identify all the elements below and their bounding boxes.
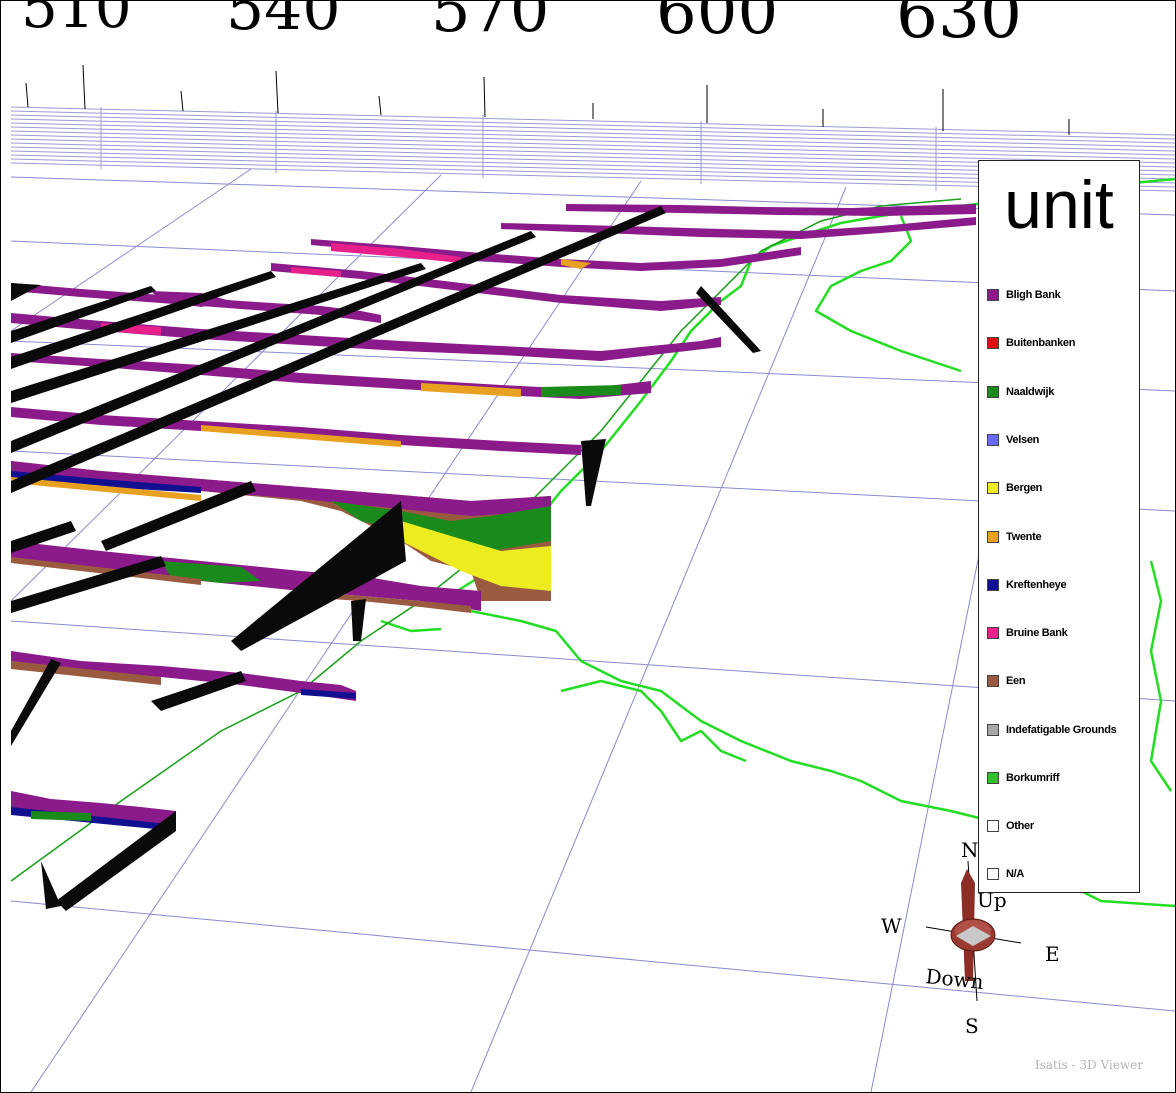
legend-swatch	[987, 386, 999, 398]
legend-swatch	[987, 627, 999, 639]
legend-item-naaldwijk: Naaldwijk	[987, 385, 1054, 399]
watermark: Isatis - 3D Viewer	[1034, 1058, 1143, 1072]
orientation-compass[interactable]: N Up W E Down S	[881, 838, 1060, 1038]
legend-item-na: N/A	[987, 867, 1024, 881]
legend-swatch	[987, 675, 999, 687]
legend-item-een: Een	[987, 674, 1026, 688]
compass-north: N	[961, 838, 979, 862]
legend-item-label: Bruine Bank	[1006, 627, 1068, 639]
x-axis-label: 600	[656, 1, 778, 49]
legend-swatch	[987, 434, 999, 446]
compass-east: E	[1045, 942, 1060, 966]
legend-item-label: Velsen	[1006, 434, 1040, 446]
legend-item-label: Kreftenheye	[1006, 579, 1067, 591]
axis-ticks	[25, 64, 1070, 135]
x-axis-label: 540	[226, 1, 341, 44]
legend-item-twente: Twente	[987, 530, 1042, 544]
legend-item-label: Buitenbanken	[1006, 337, 1076, 349]
legend-title: unit	[1004, 167, 1114, 243]
legend-swatch	[987, 772, 999, 784]
legend-item-velsen: Velsen	[987, 433, 1039, 447]
back-wall-verticals	[100, 107, 937, 191]
x-axis-label: 630	[896, 1, 1022, 53]
legend-swatch	[987, 337, 999, 349]
legend-item-label: N/A	[1006, 868, 1025, 880]
legend-item-label: Een	[1006, 675, 1026, 687]
legend-swatch	[987, 531, 999, 543]
cross-sections	[11, 204, 976, 831]
unit-legend: unit Bligh Bank Buitenbanken Naaldwijk V…	[978, 160, 1140, 893]
legend-item-bligh-bank: Bligh Bank	[987, 288, 1061, 302]
legend-item-label: Naaldwijk	[1006, 386, 1055, 398]
legend-item-label: Twente	[1006, 531, 1042, 543]
legend-item-label: Indefatigable Grounds	[1006, 724, 1117, 736]
legend-item-bruine-bank: Bruine Bank	[987, 626, 1068, 640]
legend-swatch	[987, 868, 999, 880]
vertical-sections	[11, 206, 761, 911]
legend-item-label: Borkumriff	[1006, 772, 1060, 784]
legend-item-bergen: Bergen	[987, 481, 1042, 495]
compass-south: S	[965, 1014, 979, 1038]
legend-swatch	[987, 820, 999, 832]
legend-swatch	[987, 579, 999, 591]
x-axis-label: 510	[21, 1, 132, 41]
legend-item-label: Bligh Bank	[1006, 289, 1061, 301]
legend-item-borkumriff: Borkumriff	[987, 771, 1060, 785]
legend-swatch	[987, 482, 999, 494]
legend-item-kreftenheye: Kreftenheye	[987, 578, 1067, 592]
compass-west: W	[881, 914, 902, 938]
legend-item-other: Other	[987, 819, 1034, 833]
survey-line	[10, 198, 962, 882]
legend-item-label: Other	[1006, 820, 1034, 832]
legend-swatch	[987, 289, 999, 301]
x-axis-label: 570	[431, 1, 549, 46]
legend-item-label: Bergen	[1006, 482, 1043, 494]
legend-swatch	[987, 724, 999, 736]
compass-down: Down	[924, 964, 984, 994]
legend-item-buitenbanken: Buitenbanken	[987, 336, 1075, 350]
legend-item-indefatigable-grounds: Indefatigable Grounds	[987, 723, 1117, 737]
